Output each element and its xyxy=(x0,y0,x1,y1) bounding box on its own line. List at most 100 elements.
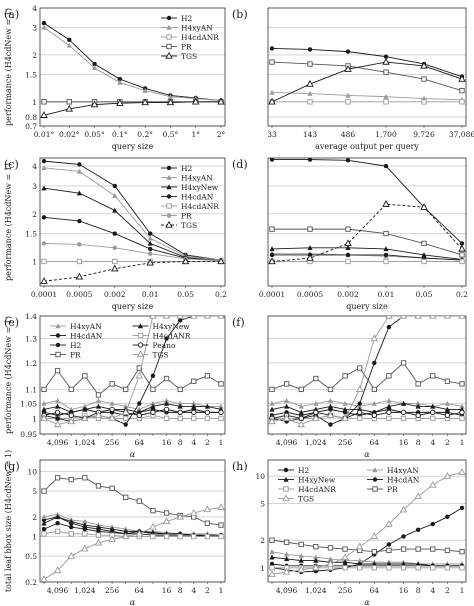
x-tick-label: 1,024 xyxy=(305,438,327,447)
data-point xyxy=(112,231,118,236)
data-point xyxy=(420,61,428,69)
data-point xyxy=(191,378,197,384)
data-point xyxy=(415,565,421,571)
data-point xyxy=(307,61,313,67)
data-point xyxy=(313,544,319,550)
data-point xyxy=(386,565,392,571)
data-point xyxy=(92,61,97,67)
y-tick-label: 1 xyxy=(32,533,37,542)
x-tick-label: 1,024 xyxy=(305,586,327,595)
series-line xyxy=(43,101,221,116)
data-point xyxy=(41,99,47,105)
data-point xyxy=(269,554,275,560)
y-tick-label: 4 xyxy=(32,4,37,13)
data-point xyxy=(82,522,88,528)
data-point xyxy=(269,59,275,65)
data-point xyxy=(383,163,389,169)
data-point xyxy=(414,316,422,319)
x-axis-label: α xyxy=(130,598,136,606)
x-tick-label: 64 xyxy=(135,438,145,447)
data-point xyxy=(53,420,62,428)
x-axis-label: α xyxy=(364,450,370,459)
data-point xyxy=(297,420,305,428)
data-point xyxy=(95,483,102,489)
data-point xyxy=(55,397,61,403)
x-axis-label: query size xyxy=(346,302,388,311)
data-point xyxy=(357,415,363,422)
data-point xyxy=(163,397,170,403)
data-point xyxy=(109,526,115,532)
legend-marker xyxy=(372,477,378,482)
data-point xyxy=(312,414,320,422)
data-point xyxy=(218,533,224,540)
data-point xyxy=(148,231,153,236)
data-point xyxy=(386,403,392,409)
data-point xyxy=(147,240,153,246)
data-point xyxy=(326,559,335,567)
y-axis-label: total leaf bbox size (H4cdNew = 1) xyxy=(4,450,13,592)
data-point xyxy=(40,111,48,118)
legend-label: PR xyxy=(181,212,192,221)
data-point xyxy=(415,400,421,406)
data-point xyxy=(123,386,129,393)
data-point xyxy=(218,403,224,409)
x-tick-label: 4,096 xyxy=(47,438,69,447)
data-point xyxy=(112,245,118,250)
data-point xyxy=(382,200,390,207)
data-point xyxy=(108,414,116,422)
plot-frame xyxy=(267,157,467,287)
data-point xyxy=(191,400,197,406)
data-point xyxy=(121,408,130,416)
data-point xyxy=(342,373,348,379)
plot-frame xyxy=(267,315,467,435)
data-point xyxy=(41,241,47,246)
data-point xyxy=(150,400,156,406)
x-tick-label: 1,024 xyxy=(74,586,96,595)
x-tick-label: 0.05 xyxy=(416,290,433,299)
x-tick-label: 9,726 xyxy=(413,130,435,139)
data-point xyxy=(458,74,466,82)
data-point xyxy=(54,475,61,481)
data-point xyxy=(148,246,153,252)
data-point xyxy=(76,190,82,196)
legend-marker xyxy=(55,342,61,348)
data-point xyxy=(166,98,175,106)
legend-marker xyxy=(137,342,144,348)
x-tick-label: 0.2 xyxy=(215,290,227,299)
data-point xyxy=(95,532,102,538)
legend-label: H4xyAN xyxy=(181,24,213,33)
legend-marker xyxy=(166,184,172,190)
data-point xyxy=(217,316,225,319)
data-point xyxy=(313,557,319,563)
data-point xyxy=(386,547,392,554)
y-tick-label: 0.8 xyxy=(25,113,37,122)
data-point xyxy=(67,417,75,425)
data-point xyxy=(167,93,174,99)
legend-label: H4xyNew xyxy=(298,476,336,485)
data-point xyxy=(459,505,465,511)
data-point xyxy=(163,415,170,422)
data-point xyxy=(190,316,198,319)
data-point xyxy=(150,533,156,540)
data-point xyxy=(386,373,392,379)
data-point xyxy=(386,397,392,403)
data-point xyxy=(269,386,275,393)
plot-frame xyxy=(267,459,467,583)
data-point xyxy=(121,532,130,540)
series-pr xyxy=(41,365,224,398)
data-point xyxy=(191,409,197,416)
data-point xyxy=(67,37,72,43)
x-tick-label: 4 xyxy=(430,438,435,447)
x-tick-label: 0.2° xyxy=(137,130,153,139)
data-point xyxy=(459,241,465,246)
data-point xyxy=(40,277,48,284)
data-point xyxy=(327,403,334,409)
series-line xyxy=(271,400,463,407)
legend-marker xyxy=(283,486,289,492)
data-point xyxy=(268,97,276,105)
x-tick-label: 8 xyxy=(416,438,421,447)
data-point xyxy=(204,409,211,416)
data-point xyxy=(150,373,156,379)
